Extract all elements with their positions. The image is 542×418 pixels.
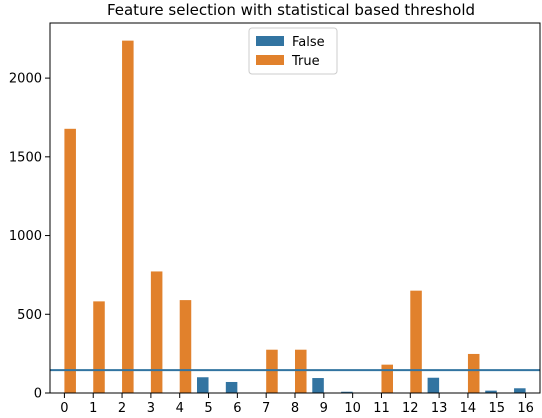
bar-true-14 [467, 353, 480, 393]
bar-false-6 [225, 381, 238, 393]
bar-false-16 [514, 388, 526, 393]
x-tick-label-6: 6 [233, 401, 241, 414]
x-tick-label-8: 8 [291, 401, 299, 414]
x-tick-label-2: 2 [118, 401, 126, 414]
legend-label-false: False [292, 35, 325, 50]
bar-true-4 [179, 300, 192, 393]
x-tick-label-1: 1 [89, 401, 97, 414]
y-tick-label-1000: 1000 [9, 229, 42, 244]
x-tick-label-15: 15 [488, 401, 505, 414]
x-tick-label-13: 13 [431, 401, 448, 414]
legend-swatch-false [256, 36, 284, 46]
x-tick-label-10: 10 [344, 401, 361, 414]
x-tick-label-12: 12 [402, 401, 419, 414]
bar-false-10 [341, 391, 353, 393]
bar-true-0 [64, 128, 76, 394]
x-tick-label-3: 3 [147, 401, 155, 414]
bar-false-5 [197, 377, 209, 393]
x-tick-label-11: 11 [373, 401, 390, 414]
y-tick-label-2000: 2000 [9, 72, 42, 87]
bars-layer [64, 40, 526, 394]
x-tick-label-16: 16 [517, 401, 534, 414]
bar-true-2 [122, 40, 134, 393]
legend-label-true: True [291, 54, 320, 69]
legend-swatch-true [256, 55, 284, 65]
x-tick-label-5: 5 [204, 401, 212, 414]
bar-true-11 [381, 364, 393, 393]
y-tick-label-500: 500 [17, 308, 42, 323]
x-tick-label-9: 9 [320, 401, 328, 414]
x-tick-label-7: 7 [262, 401, 270, 414]
y-tick-label-0: 0 [34, 387, 42, 402]
x-tick-label-0: 0 [60, 401, 68, 414]
bar-true-8 [295, 349, 307, 393]
y-tick-label-1500: 1500 [9, 150, 42, 165]
bar-false-9 [312, 378, 324, 393]
bar-false-15 [485, 390, 497, 393]
bar-true-1 [93, 301, 105, 393]
bar-false-13 [427, 377, 440, 393]
bar-true-12 [410, 290, 422, 393]
bar-true-3 [150, 271, 163, 393]
chart-title: Feature selection with statistical based… [107, 1, 475, 19]
x-tick-label-14: 14 [460, 401, 477, 414]
legend: False True [248, 27, 338, 75]
bar-true-7 [266, 349, 278, 393]
x-tick-label-4: 4 [176, 401, 184, 414]
